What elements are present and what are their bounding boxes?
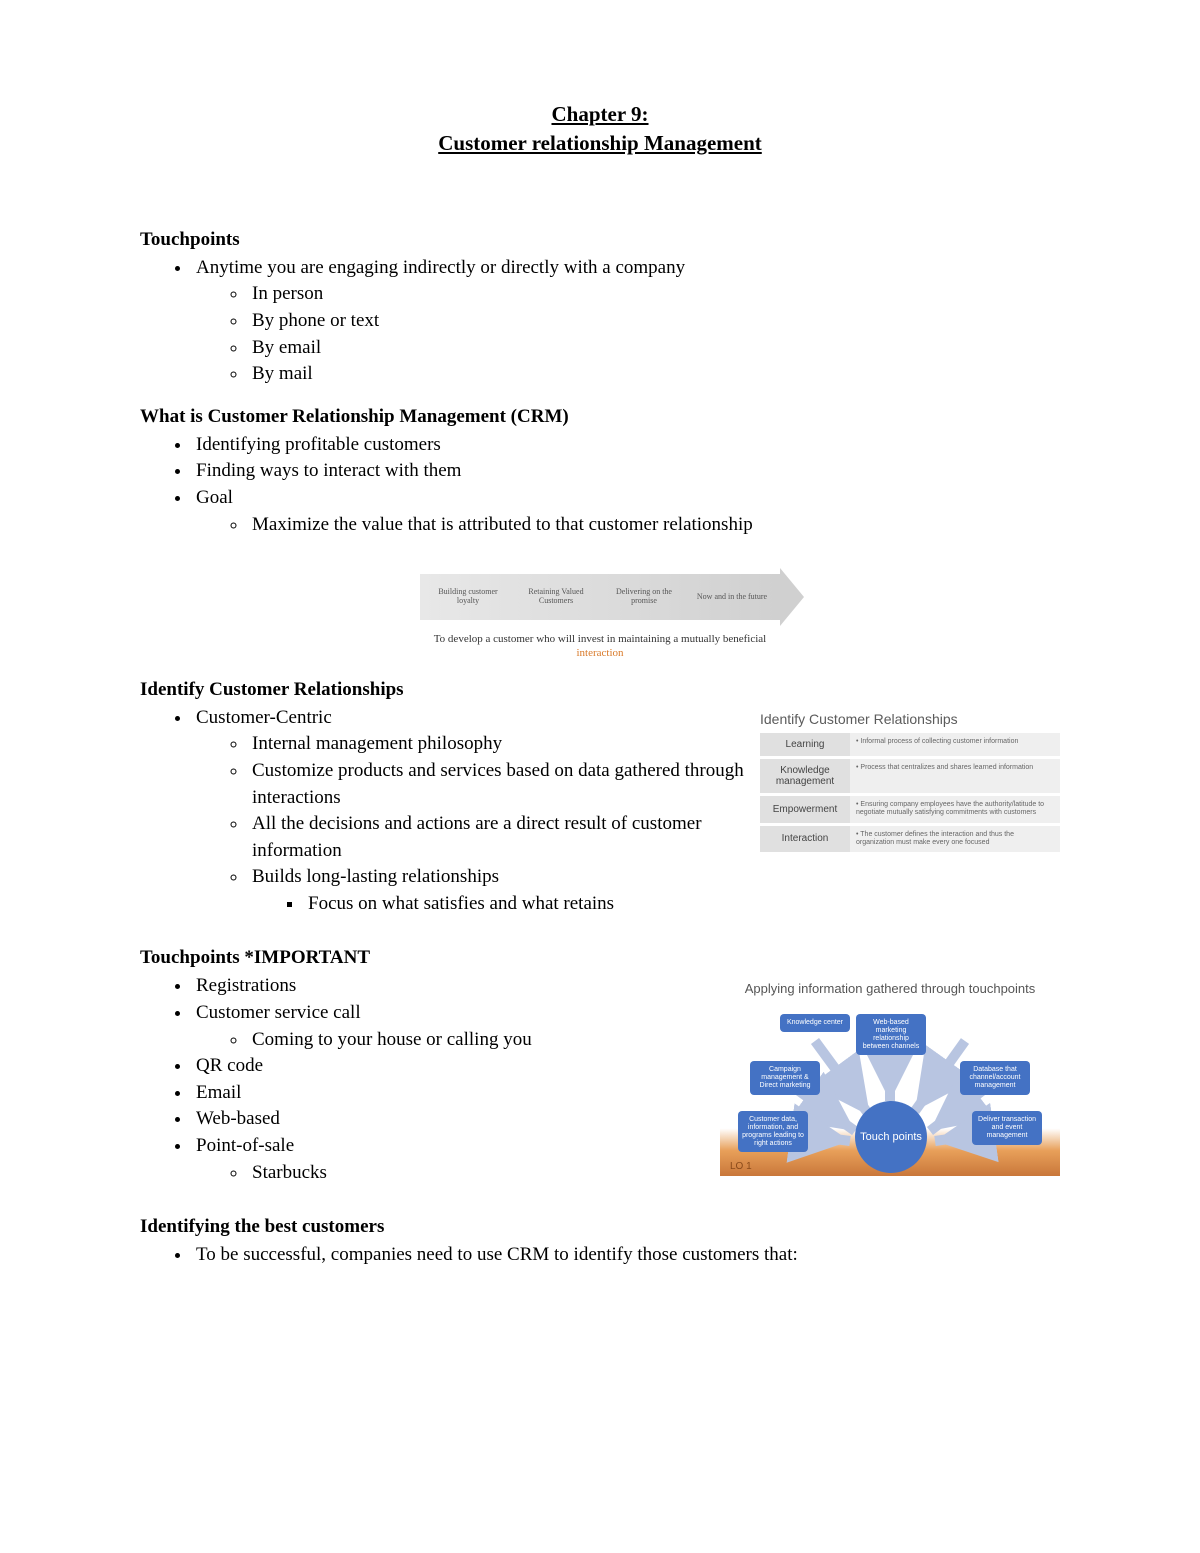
list-item: Internal management philosophy — [248, 731, 746, 758]
icr-label: Empowerment — [760, 796, 850, 823]
section-heading-tp2: Touchpoints *IMPORTANT — [140, 947, 1060, 969]
tp2-left: Registrations Customer service call Comi… — [140, 973, 706, 1198]
list-item: Customize products and services based on… — [248, 758, 746, 811]
icr-desc: • The customer defines the interaction a… — [850, 826, 1060, 853]
tp2-two-col: Registrations Customer service call Comi… — [140, 973, 1060, 1198]
chapter-number: Chapter 9: — [140, 100, 1060, 129]
list-text: Anytime you are engaging indirectly or d… — [196, 257, 685, 278]
tp2-sublist: Coming to your house or calling you — [196, 1027, 706, 1054]
tp2-list: Registrations Customer service call Comi… — [140, 973, 706, 1186]
tp-box: Deliver transaction and event management — [972, 1111, 1042, 1144]
list-text: Customer service call — [196, 1002, 361, 1023]
caption-accent: interaction — [576, 647, 623, 659]
list-item: Anytime you are engaging indirectly or d… — [192, 255, 1060, 388]
icr-desc: • Ensuring company employees have the au… — [850, 796, 1060, 823]
icr-desc: • Process that centralizes and shares le… — [850, 759, 1060, 793]
list-item: Starbucks — [248, 1160, 706, 1187]
arrow-caption: To develop a customer who will invest in… — [420, 632, 780, 661]
list-item: Web-based — [192, 1106, 706, 1133]
title-block: Chapter 9: Customer relationship Managem… — [140, 100, 1060, 159]
icr-label: Learning — [760, 733, 850, 756]
tp2-sublist: Starbucks — [196, 1160, 706, 1187]
section-heading-touchpoints: Touchpoints — [140, 229, 1060, 251]
list-item: Registrations — [192, 973, 706, 1000]
list-item: Customer service call Coming to your hou… — [192, 1000, 706, 1053]
list-item: Coming to your house or calling you — [248, 1027, 706, 1054]
touchpoints-list: Anytime you are engaging indirectly or d… — [140, 255, 1060, 388]
section-heading-crm: What is Customer Relationship Management… — [140, 406, 1060, 428]
list-item: Finding ways to interact with them — [192, 458, 1060, 485]
icr-label: Interaction — [760, 826, 850, 853]
tp-box: Web-based marketing relationship between… — [856, 1014, 926, 1055]
icr-table-title: Identify Customer Relationships — [760, 711, 1060, 727]
icr-subsub: Focus on what satisfies and what retains — [252, 891, 746, 918]
icr-left: Customer-Centric Internal management phi… — [140, 705, 746, 930]
icr-desc: • Informal process of collecting custome… — [850, 733, 1060, 756]
list-item: By mail — [248, 361, 1060, 388]
arrow-figure: Building customer loyalty Retaining Valu… — [420, 574, 780, 661]
tp-diagram-title: Applying information gathered through to… — [720, 981, 1060, 996]
icr-two-col: Customer-Centric Internal management phi… — [140, 705, 1060, 930]
chapter-title: Customer relationship Management — [140, 129, 1060, 158]
arrow-cell: Delivering on the promise — [604, 588, 685, 606]
section-heading-icr: Identify Customer Relationships — [140, 679, 1060, 701]
list-text: Customer-Centric — [196, 707, 332, 728]
list-item: All the decisions and actions are a dire… — [248, 811, 746, 864]
list-item: Focus on what satisfies and what retains — [304, 891, 746, 918]
list-item: QR code — [192, 1053, 706, 1080]
tp-box: Database that channel/account management — [960, 1061, 1030, 1094]
best-list: To be successful, companies need to use … — [140, 1242, 1060, 1269]
section-heading-best: Identifying the best customers — [140, 1216, 1060, 1238]
table-row: Empowerment • Ensuring company employees… — [760, 796, 1060, 823]
list-item: Builds long-lasting relationships Focus … — [248, 864, 746, 917]
list-item: To be successful, companies need to use … — [192, 1242, 1060, 1269]
list-text: Goal — [196, 487, 233, 508]
list-item: Goal Maximize the value that is attribut… — [192, 485, 1060, 538]
icr-label: Knowledge management — [760, 759, 850, 793]
list-text: Point-of-sale — [196, 1135, 294, 1156]
icr-list: Customer-Centric Internal management phi… — [140, 705, 746, 918]
tp-diagram-wrap: Applying information gathered through to… — [720, 981, 1060, 1176]
crm-sublist: Maximize the value that is attributed to… — [196, 512, 1060, 539]
table-row: Interaction • The customer defines the i… — [760, 826, 1060, 853]
tp-box: Campaign management & Direct marketing — [750, 1061, 820, 1094]
list-item: By phone or text — [248, 308, 1060, 335]
list-item: Point-of-sale Starbucks — [192, 1133, 706, 1186]
list-text: Builds long-lasting relationships — [252, 866, 499, 887]
table-row: Knowledge management • Process that cent… — [760, 759, 1060, 793]
list-item: Maximize the value that is attributed to… — [248, 512, 1060, 539]
list-item: Customer-Centric Internal management phi… — [192, 705, 746, 918]
arrow-cell: Retaining Valued Customers — [516, 588, 597, 606]
table-row: Learning • Informal process of collectin… — [760, 733, 1060, 756]
icr-sublist: Internal management philosophy Customize… — [196, 731, 746, 917]
document-page: Chapter 9: Customer relationship Managem… — [0, 0, 1200, 1341]
arrow-cell: Building customer loyalty — [428, 588, 509, 606]
caption-text: To develop a customer who will invest in… — [434, 633, 767, 645]
arrow-cell: Now and in the future — [692, 593, 773, 602]
list-item: Identifying profitable customers — [192, 432, 1060, 459]
tp-diagram: Touch points Knowledge center Web-based … — [720, 1006, 1060, 1176]
lo-label: LO 1 — [730, 1161, 752, 1172]
icr-table: Identify Customer Relationships Learning… — [760, 711, 1060, 856]
tp-center-circle: Touch points — [855, 1101, 927, 1173]
tp-box: Customer data, information, and programs… — [738, 1111, 808, 1152]
tp-box: Knowledge center — [780, 1014, 850, 1032]
crm-list: Identifying profitable customers Finding… — [140, 432, 1060, 538]
arrow-box: Building customer loyalty Retaining Valu… — [420, 574, 780, 620]
touchpoints-sublist: In person By phone or text By email By m… — [196, 281, 1060, 387]
list-item: By email — [248, 335, 1060, 362]
list-item: Email — [192, 1080, 706, 1107]
list-item: In person — [248, 281, 1060, 308]
